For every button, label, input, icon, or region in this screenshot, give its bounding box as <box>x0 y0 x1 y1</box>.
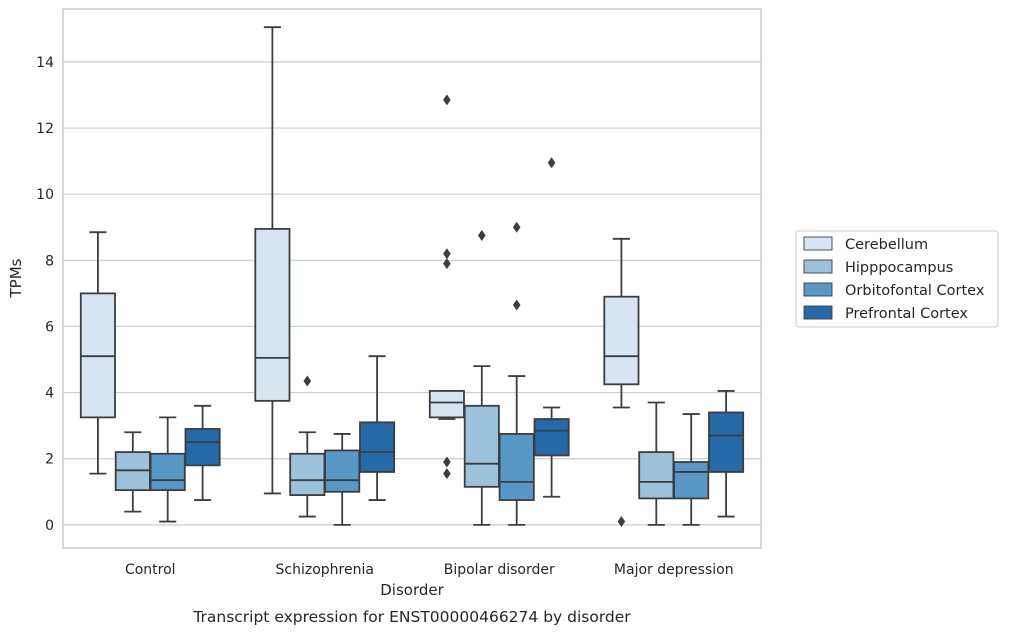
outlier-point <box>512 299 521 311</box>
box-group <box>114 431 151 513</box>
x-tick-label: Major depression <box>614 562 734 578</box>
plot-area <box>62 8 762 549</box>
box <box>254 227 291 402</box>
outlier-point <box>443 468 451 480</box>
box-group <box>428 94 465 480</box>
box <box>638 451 675 500</box>
box <box>533 418 570 457</box>
box-group <box>463 230 500 526</box>
y-axis-ticks: 0 2 4 6 8 10 12 14 <box>36 55 54 534</box>
box-layer <box>79 26 745 528</box>
box-group <box>359 355 396 501</box>
y-tick-label: 14 <box>36 55 54 71</box>
x-tick-label: Bipolar disorder <box>444 562 555 578</box>
outlier-point <box>443 456 451 468</box>
legend-items: Cerebellum Hipppocampus Orbitofontal Corte… <box>803 236 985 322</box>
legend-swatch <box>803 282 833 297</box>
box <box>428 390 465 419</box>
outlier-point <box>617 516 626 528</box>
outlier-point <box>547 157 556 169</box>
box <box>708 411 745 473</box>
box-group <box>149 416 186 523</box>
y-tick-label: 12 <box>36 121 54 137</box>
legend-frame <box>795 230 999 328</box>
x-tick-label: Control <box>125 562 176 578</box>
box-group <box>638 401 675 526</box>
box <box>359 421 396 473</box>
legend-label: Orbitofontal Cortex <box>845 283 985 299</box>
box <box>324 449 361 493</box>
y-tick-label: 10 <box>36 187 54 203</box>
box-group <box>498 221 535 526</box>
legend-label: Prefrontal Cortex <box>845 306 968 322</box>
x-axis-title: Disorder <box>380 581 444 599</box>
legend-swatch <box>803 259 833 274</box>
box <box>289 452 326 496</box>
legend-label: Hipppocampus <box>845 260 953 276</box>
box <box>463 404 500 488</box>
legend-swatch <box>803 305 833 320</box>
y-axis-title: TPMs <box>7 258 25 298</box>
box-group <box>533 157 570 498</box>
outlier-point <box>303 375 312 387</box>
outlier-point <box>512 221 521 233</box>
x-tick-label: Schizophrenia <box>276 562 374 578</box>
legend-label: Cerebellum <box>845 237 928 253</box>
box <box>184 428 221 467</box>
legend-swatch <box>803 236 833 251</box>
box-group <box>289 375 326 518</box>
box-group <box>708 390 745 518</box>
box <box>673 461 710 500</box>
box-group <box>79 231 116 475</box>
box-group <box>673 413 710 526</box>
box-group <box>254 26 291 495</box>
chart-caption: Transcript expression for ENST0000046627… <box>192 608 631 626</box>
box-group <box>184 404 221 501</box>
box <box>498 433 535 501</box>
box <box>603 295 640 386</box>
outlier-point <box>443 94 451 106</box>
box-group <box>603 237 640 528</box>
outlier-point <box>443 258 451 270</box>
y-tick-label: 8 <box>45 253 54 269</box>
y-tick-label: 6 <box>45 319 54 335</box>
y-tick-label: 2 <box>45 452 54 468</box>
legend: Cerebellum Hipppocampus Orbitofontal Corte… <box>795 230 999 328</box>
y-tick-label: 4 <box>45 386 54 402</box>
box-group <box>324 433 361 526</box>
y-tick-label: 0 <box>45 518 54 534</box>
outlier-point <box>443 248 451 260</box>
box <box>149 452 186 492</box>
x-axis-ticks: Control Schizophrenia Bipolar disorder Majo… <box>125 562 734 578</box>
outlier-point <box>478 230 486 242</box>
